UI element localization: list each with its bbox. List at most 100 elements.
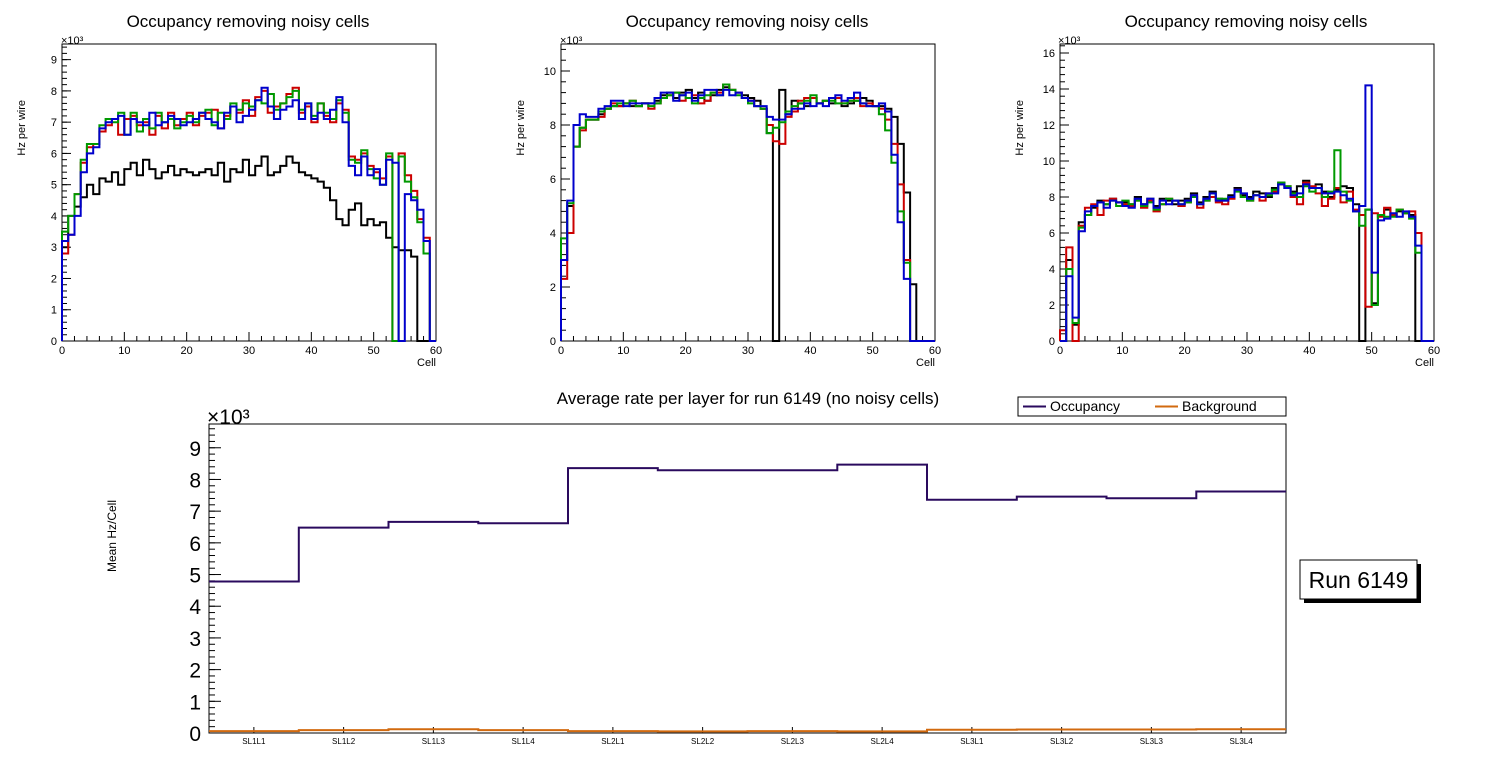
y-tick-label: 12 [1043, 120, 1055, 132]
x-category-label: SL2L3 [781, 737, 805, 746]
y-tick-label: 0 [51, 336, 57, 348]
y-tick-label: 4 [51, 211, 57, 223]
plot-frame [560, 43, 936, 342]
legend: Occupancy Background [1017, 396, 1287, 417]
legend-background-label: Background [1182, 398, 1257, 414]
x-category-label: SL1L2 [332, 737, 356, 746]
y-tick-label: 1 [51, 305, 57, 317]
run-annotation-box: Run 6149 [1299, 559, 1421, 603]
x-tick-label: 20 [680, 345, 692, 357]
y-tick-label: 2 [550, 282, 556, 294]
y-tick-label: 5 [51, 180, 57, 192]
legend-box [1017, 396, 1287, 417]
panel-1-exponent: ×10³ [61, 35, 84, 47]
x-tick-label: 10 [118, 345, 130, 357]
y-tick-label: 10 [544, 66, 556, 78]
x-category-label: SL2L2 [691, 737, 715, 746]
occupancy-panel-1: Occupancy removing noisy cells Hz per wi… [16, 12, 442, 369]
y-tick-label: 0 [189, 723, 201, 746]
y-tick-label: 7 [51, 117, 57, 129]
histogram-blue [1060, 84, 1434, 342]
x-category-label: SL2L1 [601, 737, 625, 746]
x-tick-label: 50 [867, 345, 879, 357]
y-tick-label: 8 [189, 469, 201, 492]
x-category-label: SL2L4 [871, 737, 895, 746]
layer-rate-y-axis-label: Mean Hz/Cell [105, 500, 119, 572]
histogram-red [61, 86, 436, 342]
x-tick-label: 10 [1116, 345, 1128, 357]
panel-1-x-axis-label: Cell [417, 357, 436, 369]
y-tick-label: 8 [550, 120, 556, 132]
x-category-label: SL1L4 [512, 737, 536, 746]
x-tick-label: 0 [1057, 345, 1063, 357]
panel-2-y-axis-label: Hz per wire [515, 100, 527, 156]
y-tick-label: 9 [189, 438, 201, 461]
layer-series-occupancy [209, 463, 1286, 583]
panel-3-x-axis-label: Cell [1415, 357, 1434, 369]
x-category-label: SL1L1 [242, 737, 266, 746]
x-category-label: SL3L1 [960, 737, 984, 746]
panel-2-title: Occupancy removing noisy cells [626, 12, 869, 31]
panel-2-x-axis-label: Cell [916, 357, 935, 369]
x-category-label: SL3L3 [1140, 737, 1164, 746]
x-tick-label: 30 [243, 345, 255, 357]
panel-3-y-axis-label: Hz per wire [1014, 100, 1026, 156]
y-tick-label: 8 [1049, 192, 1055, 204]
x-tick-label: 20 [1179, 345, 1191, 357]
x-tick-label: 60 [430, 345, 442, 357]
x-tick-label: 40 [804, 345, 816, 357]
histogram-blue [61, 86, 436, 342]
occupancy-panel-2: Occupancy removing noisy cells Hz per wi… [515, 12, 941, 369]
x-tick-label: 30 [742, 345, 754, 357]
y-tick-label: 0 [550, 336, 556, 348]
x-category-label: SL3L4 [1230, 737, 1254, 746]
x-tick-label: 0 [59, 345, 65, 357]
panel-3-title: Occupancy removing noisy cells [1125, 12, 1368, 31]
y-tick-label: 6 [550, 174, 556, 186]
y-tick-label: 6 [189, 533, 201, 556]
histogram-red [560, 83, 935, 342]
y-tick-label: 0 [1049, 336, 1055, 348]
y-tick-label: 1 [189, 691, 201, 714]
y-tick-label: 2 [1049, 300, 1055, 312]
y-tick-label: 9 [51, 55, 57, 67]
y-tick-label: 3 [51, 242, 57, 254]
layer-plot-frame [208, 423, 1287, 734]
histogram-green [560, 83, 935, 342]
y-tick-label: 6 [51, 148, 57, 160]
x-tick-label: 50 [1366, 345, 1378, 357]
y-tick-label: 10 [1043, 156, 1055, 168]
plot-frame [61, 43, 437, 342]
x-tick-label: 50 [368, 345, 380, 357]
y-tick-label: 7 [189, 501, 201, 524]
y-tick-label: 8 [51, 86, 57, 98]
run-annotation-frame [1299, 559, 1418, 600]
y-tick-label: 4 [1049, 264, 1055, 276]
y-tick-label: 16 [1043, 48, 1055, 60]
layer-rate-title: Average rate per layer for run 6149 (no … [557, 389, 939, 408]
x-tick-label: 10 [617, 345, 629, 357]
y-tick-label: 2 [189, 660, 201, 683]
y-tick-label: 5 [189, 565, 201, 588]
x-category-label: SL3L2 [1050, 737, 1074, 746]
histogram-black [560, 86, 935, 342]
y-tick-label: 3 [189, 628, 201, 651]
layer-series-background [209, 728, 1286, 733]
y-tick-label: 4 [189, 596, 201, 619]
y-tick-label: 4 [550, 228, 556, 240]
layer-rate-panel: Average rate per layer for run 6149 (no … [105, 389, 1421, 746]
panel-2-exponent: ×10³ [560, 35, 583, 47]
panel-1-y-axis-label: Hz per wire [16, 100, 28, 156]
x-tick-label: 20 [181, 345, 193, 357]
legend-occupancy-label: Occupancy [1050, 398, 1120, 414]
histogram-blue [560, 88, 935, 342]
panel-1-title: Occupancy removing noisy cells [127, 12, 370, 31]
histogram-black [61, 155, 436, 342]
x-tick-label: 30 [1241, 345, 1253, 357]
x-category-label: SL1L3 [422, 737, 446, 746]
x-tick-label: 40 [1303, 345, 1315, 357]
x-tick-label: 60 [1428, 345, 1440, 357]
y-tick-label: 6 [1049, 228, 1055, 240]
y-tick-label: 14 [1043, 84, 1055, 96]
occupancy-panel-3: Occupancy removing noisy cells Hz per wi… [1014, 12, 1440, 369]
